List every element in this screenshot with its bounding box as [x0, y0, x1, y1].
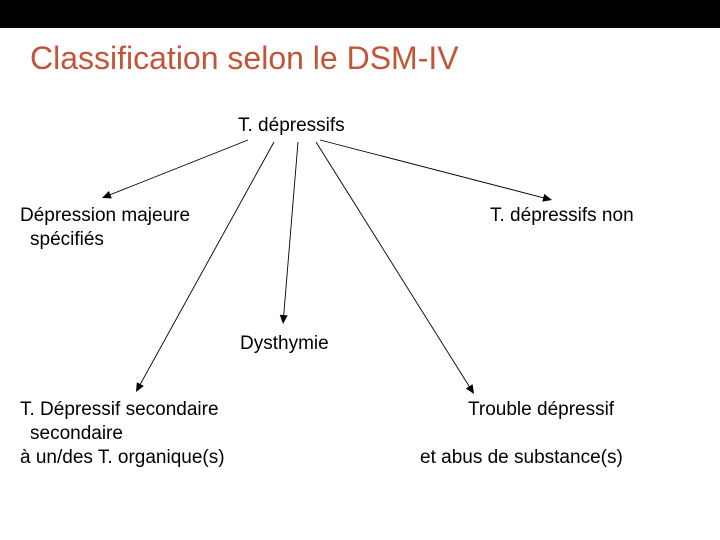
- top-bar: [0, 0, 720, 28]
- page-title: Classification selon le DSM-IV: [30, 40, 459, 77]
- node-secondaire-line1: T. Dépressif secondaire: [20, 398, 219, 422]
- node-secondaire-line3: à un/des T. organique(s): [20, 446, 225, 470]
- node-depression-majeure-line2: spécifiés: [30, 228, 104, 252]
- node-root: T. dépressifs: [238, 114, 345, 138]
- node-non-specifies: T. dépressifs non: [490, 204, 634, 228]
- node-secondaire-line2: secondaire: [30, 422, 123, 446]
- node-abus-substance: et abus de substance(s): [420, 446, 623, 470]
- node-depression-majeure-line1: Dépression majeure: [20, 204, 190, 228]
- node-dysthymie: Dysthymie: [240, 332, 329, 356]
- node-trouble-depressif: Trouble dépressif: [468, 398, 614, 422]
